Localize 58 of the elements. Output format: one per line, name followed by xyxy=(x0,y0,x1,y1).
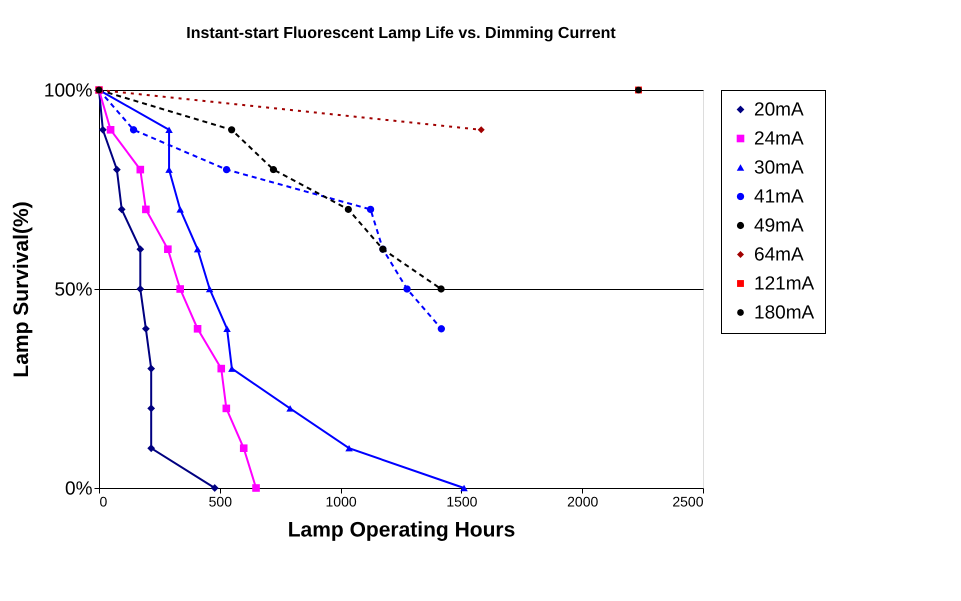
point xyxy=(460,484,468,492)
point xyxy=(210,484,219,492)
point xyxy=(286,405,294,412)
point xyxy=(142,206,150,214)
y-tick-label: 100% xyxy=(44,80,93,102)
point xyxy=(164,245,172,254)
point xyxy=(176,285,184,293)
point xyxy=(344,206,352,213)
legend-label: 30mA xyxy=(754,158,804,178)
point xyxy=(130,126,138,134)
x-tick-label: 500 xyxy=(208,494,232,510)
point xyxy=(194,324,202,333)
point xyxy=(206,286,214,292)
point xyxy=(217,364,226,372)
point xyxy=(147,444,156,452)
point xyxy=(147,364,156,372)
point xyxy=(222,166,230,174)
y-tick-label: 50% xyxy=(54,280,93,300)
point xyxy=(438,285,445,293)
point xyxy=(345,444,353,452)
x-tick-label: 1500 xyxy=(446,494,478,510)
y-axis-title: Lamp Survival(%) xyxy=(10,201,33,378)
point xyxy=(438,325,446,332)
x-tick-label: 1000 xyxy=(326,494,357,510)
legend-label: 49mA xyxy=(754,216,804,236)
point xyxy=(194,246,202,252)
legend-label: 180mA xyxy=(754,302,815,324)
point xyxy=(403,285,411,293)
point xyxy=(252,484,260,492)
x-axis-title: Lamp Operating Hours xyxy=(288,518,516,542)
point xyxy=(176,206,184,213)
point xyxy=(478,126,485,134)
point xyxy=(136,245,144,254)
chart-title: Instant-start Fluorescent Lamp Life vs. Dimming Current xyxy=(186,25,616,42)
x-tick-label: 2000 xyxy=(567,494,598,510)
point xyxy=(118,206,126,214)
legend-label: 20mA xyxy=(754,100,804,120)
legend-label: 64mA xyxy=(754,244,804,266)
point xyxy=(165,126,173,134)
x-tick-label: 0 xyxy=(100,494,108,510)
x-tick-label: 2500 xyxy=(672,494,704,510)
point xyxy=(136,166,144,174)
point xyxy=(366,206,374,214)
point xyxy=(222,404,230,412)
legend-label: 24mA xyxy=(754,128,804,150)
point xyxy=(106,126,114,134)
point xyxy=(147,404,156,412)
point xyxy=(136,285,144,293)
point xyxy=(142,324,150,333)
point xyxy=(240,444,248,452)
point xyxy=(270,166,278,174)
point xyxy=(98,126,107,134)
y-tick-label: 0% xyxy=(65,478,93,500)
point xyxy=(223,326,231,332)
point xyxy=(228,126,236,134)
legend-label: 121mA xyxy=(754,274,815,294)
legend-label: 41mA xyxy=(754,186,804,208)
point xyxy=(113,166,121,174)
